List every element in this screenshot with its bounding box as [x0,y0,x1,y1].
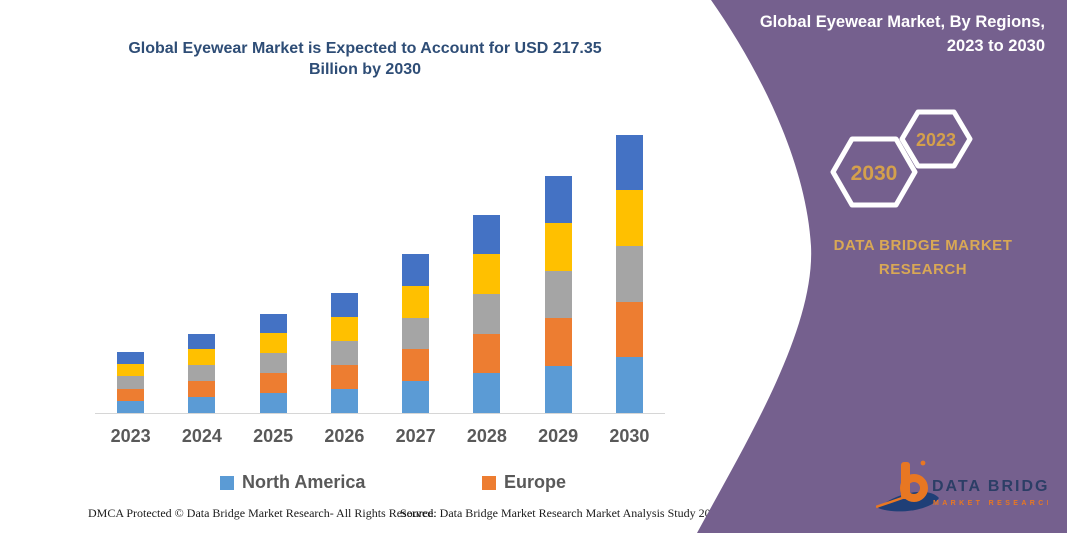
stacked-bar-2025 [259,313,287,413]
source-note: Source: Data Bridge Market Research Mark… [400,506,723,520]
bar-segment-2027-series4 [402,285,430,318]
bar-segment-2028-series5 [473,214,501,255]
bar-segment-2024-series5 [188,333,216,350]
legend-item-north-america: North America [220,472,365,493]
stacked-bar-chart-plot-area [95,133,665,413]
bar-segment-2023-series3 [117,376,145,389]
bar-segment-2027-series5 [402,254,430,286]
bar-segment-2024-north-america [188,397,216,413]
stacked-bar-2026 [330,293,358,413]
bar-segment-2027-europe [402,349,430,382]
bar-segment-2026-north-america [330,389,358,413]
chart-title-line2: Billion by 2030 [308,61,422,78]
bar-segment-2025-series5 [259,313,287,334]
bar-segment-2029-north-america [544,365,572,413]
bar-segment-2026-series4 [330,317,358,341]
legend-swatch-north-america-icon [220,475,234,490]
bar-segment-2029-series4 [544,223,572,271]
bar-segment-2025-north-america [259,393,287,413]
logo-title: DATA BRIDGE [932,478,1048,495]
chart-title: Global Eyewear Market is Expected to Acc… [65,38,665,80]
bar-column-2030 [594,133,665,413]
x-axis-label-2027: 2027 [395,426,436,446]
bar-segment-2028-north-america [473,373,501,413]
side-panel-title: Global Eyewear Market, By Regions, 2023 … [759,13,1045,55]
stacked-bar-2028 [473,214,501,413]
stacked-bar-2027 [402,254,430,413]
logo-b-bowl-icon [900,474,928,502]
bar-column-2025 [238,133,309,413]
x-axis-label-2030: 2030 [609,426,650,446]
dmca-notice: DMCA Protected © Data Bridge Market Rese… [88,506,437,520]
bar-segment-2027-series3 [402,317,430,350]
bar-segment-2030-series3 [615,245,643,302]
bar-column-2029 [523,133,594,413]
stacked-bar-2024 [188,333,216,413]
dbmr-logo: DATA BRIDGE MARKET RESEARCH [876,460,1048,512]
bar-segment-2026-europe [330,365,358,389]
bar-segment-2030-europe [615,301,643,358]
bar-segment-2027-north-america [402,381,430,413]
hexagon-2023-icon [899,109,973,169]
bar-segment-2028-europe [473,333,501,374]
x-axis-label-2025: 2025 [253,426,294,446]
bar-segment-2029-series3 [544,270,572,318]
bar-column-2023 [95,133,166,413]
legend-item-europe: Europe [482,472,566,493]
bar-segment-2028-series3 [473,293,501,334]
bar-segment-2025-series4 [259,333,287,354]
bar-column-2024 [166,133,237,413]
bar-segment-2030-north-america [615,357,643,413]
x-axis-label-2028: 2028 [466,426,507,446]
x-axis-label-2029: 2029 [538,426,579,446]
bar-segment-2023-north-america [117,400,145,413]
logo-dot-icon [920,460,926,466]
bar-column-2028 [451,133,522,413]
bar-segment-2024-series4 [188,349,216,366]
bar-segment-2023-series4 [117,364,145,377]
x-axis-label-2026: 2026 [324,426,365,446]
x-axis-label-2023: 2023 [110,426,151,446]
bar-segment-2026-series5 [330,293,358,317]
legend-swatch-europe-icon [482,475,496,490]
chart-title-line1: Global Eyewear Market is Expected to Acc… [128,40,602,57]
hexagon-year-2023: 2023 [916,130,956,150]
year-hexagons-graphic: 2030 2023 [830,109,973,208]
bar-column-2027 [380,133,451,413]
bar-segment-2025-europe [259,373,287,394]
bar-segment-2030-series4 [615,190,643,246]
bar-segment-2023-series5 [117,352,145,365]
legend-label-north-america: North America [242,472,366,492]
bar-segment-2028-series4 [473,254,501,294]
legend-label-europe: Europe [504,472,567,492]
bar-segment-2026-series3 [330,341,358,365]
hexagon-2030-icon [830,136,918,208]
hexagon-year-2030: 2030 [851,162,898,185]
stacked-bar-2023 [117,352,145,413]
bar-segment-2024-europe [188,381,216,398]
brand-wordmark: DATA BRIDGE MARKET RESEARCH [833,237,1013,278]
bar-segment-2025-series3 [259,353,287,374]
bar-segment-2029-europe [544,318,572,366]
stacked-bar-2030 [615,134,643,413]
logo-subtitle: MARKET RESEARCH [933,500,1048,507]
x-axis-label-2024: 2024 [181,426,222,446]
stacked-bar-2029 [544,175,572,413]
bar-segment-2024-series3 [188,365,216,382]
x-axis-line [95,413,665,414]
bar-segment-2023-europe [117,388,145,401]
bar-segment-2029-series5 [544,175,572,223]
bar-segment-2030-series5 [615,134,643,191]
x-axis-labels: 2023 2024 2025 2026 2027 2028 2029 2030 [95,426,665,447]
bar-column-2026 [309,133,380,413]
